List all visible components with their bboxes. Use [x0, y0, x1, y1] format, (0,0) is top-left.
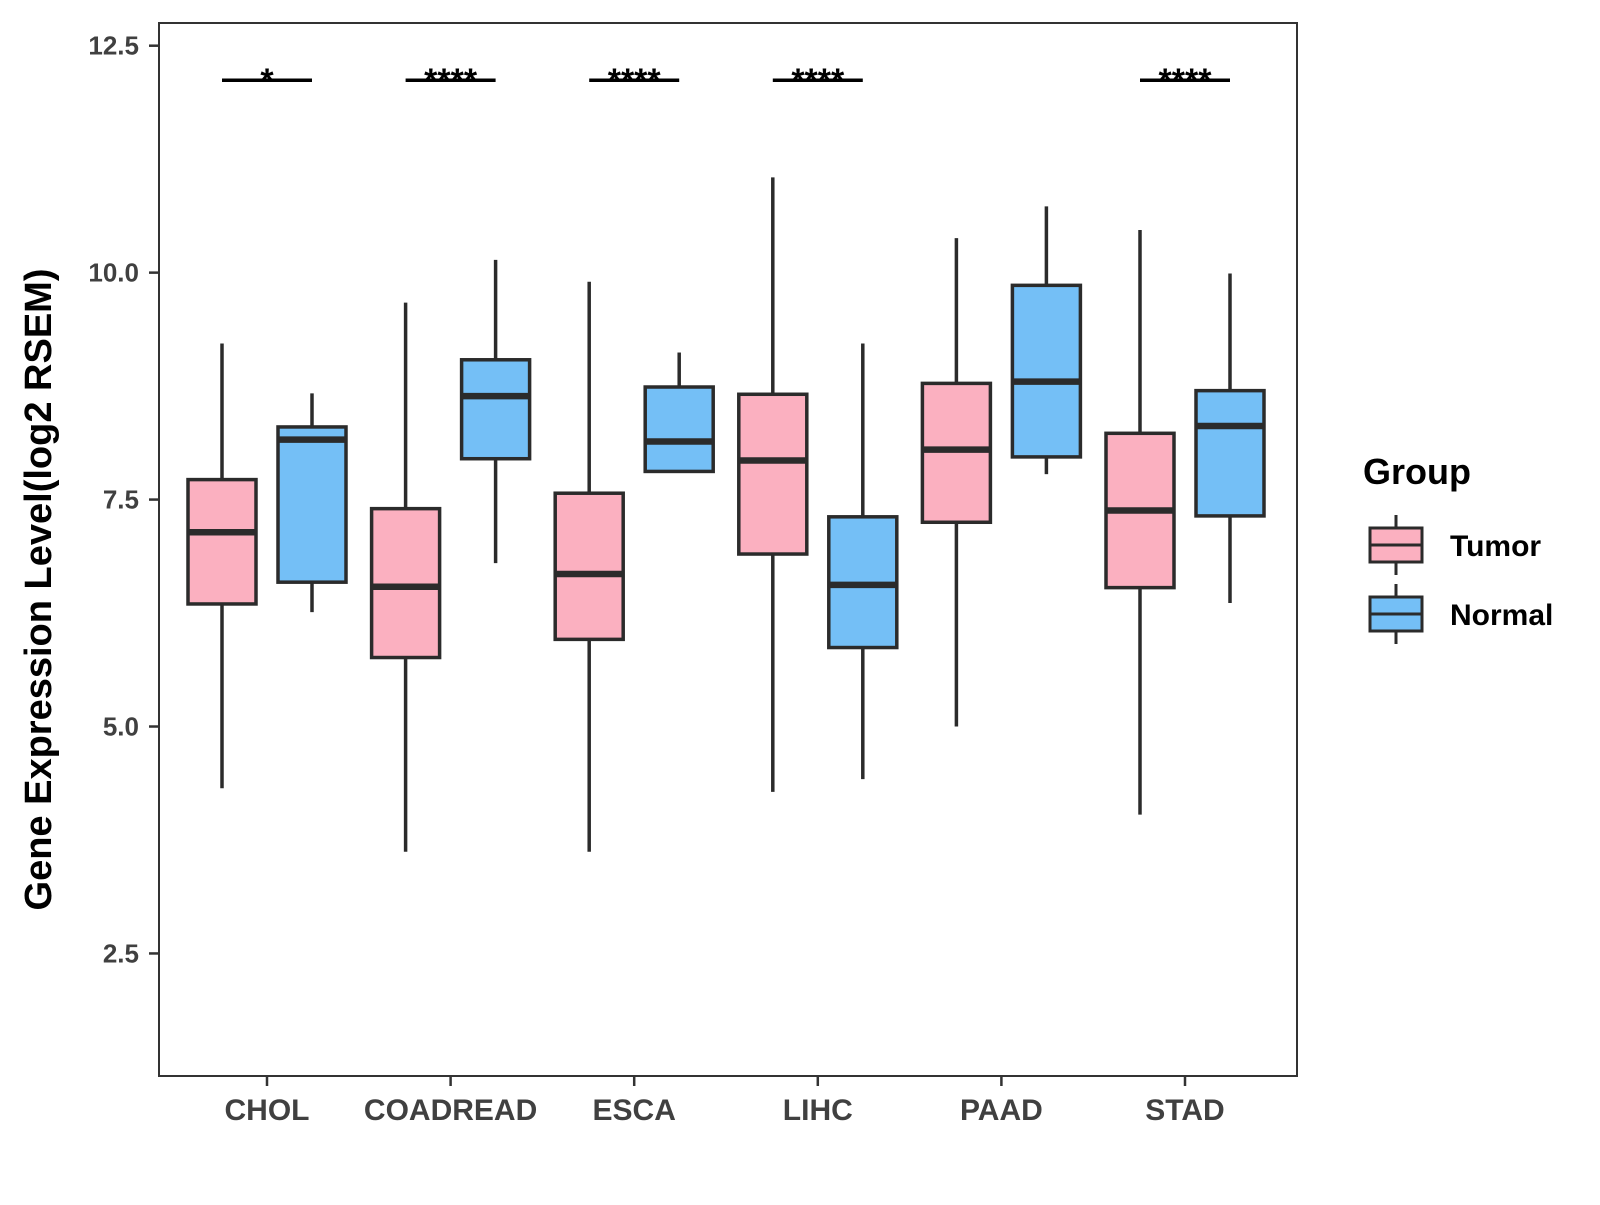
x-tick-label-stad: STAD	[1145, 1094, 1224, 1127]
y-tick-label: 10.0	[88, 258, 139, 288]
x-tick-label-paad: PAAD	[960, 1094, 1043, 1127]
legend: Group Tumor Normal	[1363, 451, 1553, 644]
significance-annotations: * **** **** **** ****	[222, 62, 1230, 100]
x-tick-label-chol: CHOL	[225, 1094, 310, 1127]
legend-key-normal	[1368, 584, 1424, 644]
significance-label-lihc: ****	[791, 62, 845, 100]
box-normal-esca	[643, 385, 715, 474]
x-tick-label-coadread: COADREAD	[364, 1094, 537, 1127]
y-tick-label: 7.5	[103, 485, 139, 515]
y-axis-title: Gene Expression Level(log2 RSEM)	[18, 269, 60, 911]
legend-label-tumor: Tumor	[1450, 530, 1541, 563]
series-tumor	[186, 177, 1176, 852]
box-tumor-coadread	[369, 506, 442, 660]
significance-label-stad: ****	[1159, 62, 1213, 100]
axes: 2.5 5.0 7.5 10.0 12.5 CHOL COADREAD ESCA LIHC PAA…	[18, 22, 1298, 1127]
significance-label-chol: *	[260, 62, 274, 100]
box-normal-coadread	[459, 358, 532, 461]
legend-title: Group	[1363, 451, 1471, 492]
panel-border	[158, 22, 1298, 1077]
legend-key-tumor	[1368, 515, 1424, 575]
y-tick-label: 2.5	[103, 938, 139, 968]
x-tick-label-esca: ESCA	[593, 1094, 676, 1127]
box-normal-paad	[1010, 283, 1083, 459]
box-series	[186, 177, 1266, 852]
series-normal	[276, 206, 1266, 780]
box-tumor-esca	[553, 491, 625, 642]
significance-label-esca: ****	[608, 62, 662, 100]
significance-label-coadread: ****	[424, 62, 478, 100]
y-tick-label: 12.5	[88, 31, 139, 61]
box-normal-chol	[276, 425, 348, 584]
box-tumor-lihc	[737, 392, 809, 556]
box-normal-stad	[1194, 388, 1266, 518]
y-tick-label: 5.0	[103, 712, 139, 742]
legend-label-normal: Normal	[1450, 599, 1553, 632]
box-tumor-chol	[186, 477, 258, 606]
x-tick-label-lihc: LIHC	[783, 1094, 853, 1127]
